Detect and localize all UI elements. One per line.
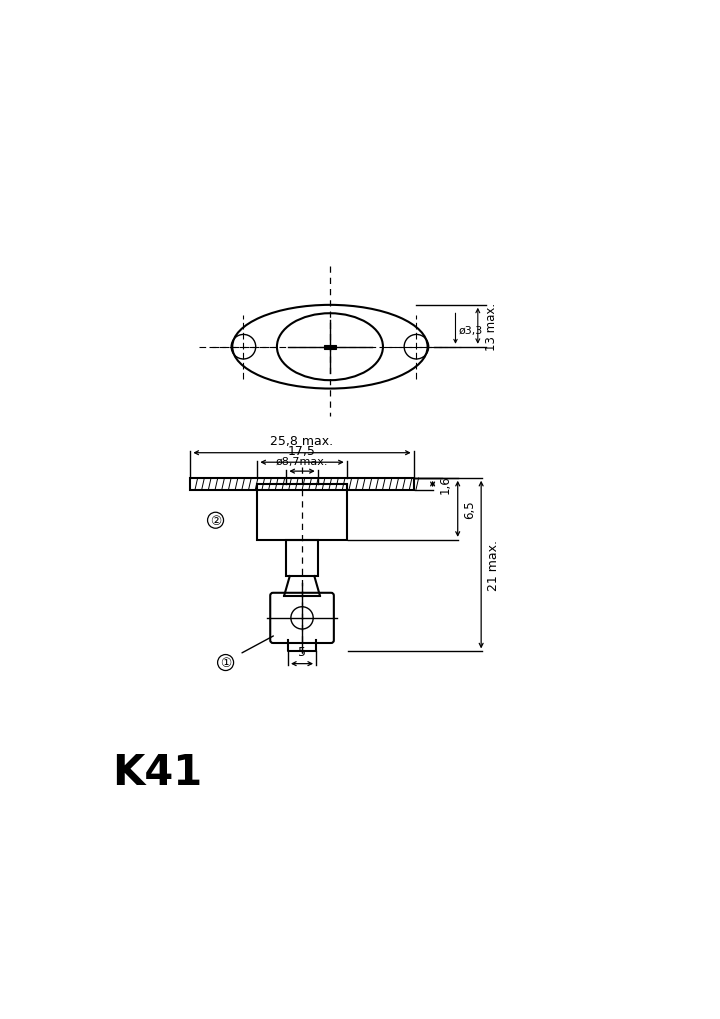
Text: ①: ① <box>220 656 231 669</box>
Text: ø3,3: ø3,3 <box>458 326 482 335</box>
Bar <box>324 345 336 350</box>
Text: 13 max.: 13 max. <box>485 303 498 351</box>
Text: 21 max.: 21 max. <box>487 540 500 591</box>
Text: 25,8 max.: 25,8 max. <box>271 435 333 447</box>
Text: 17,5: 17,5 <box>288 444 316 458</box>
Text: 1,6: 1,6 <box>438 475 451 494</box>
Text: 5: 5 <box>298 645 306 658</box>
Bar <box>190 478 414 490</box>
Text: K41: K41 <box>112 751 202 793</box>
Text: ②: ② <box>210 515 221 527</box>
Bar <box>287 540 318 577</box>
Bar <box>258 484 346 540</box>
Text: 6,5: 6,5 <box>463 500 477 519</box>
Text: ø8,7max.: ø8,7max. <box>276 457 328 466</box>
